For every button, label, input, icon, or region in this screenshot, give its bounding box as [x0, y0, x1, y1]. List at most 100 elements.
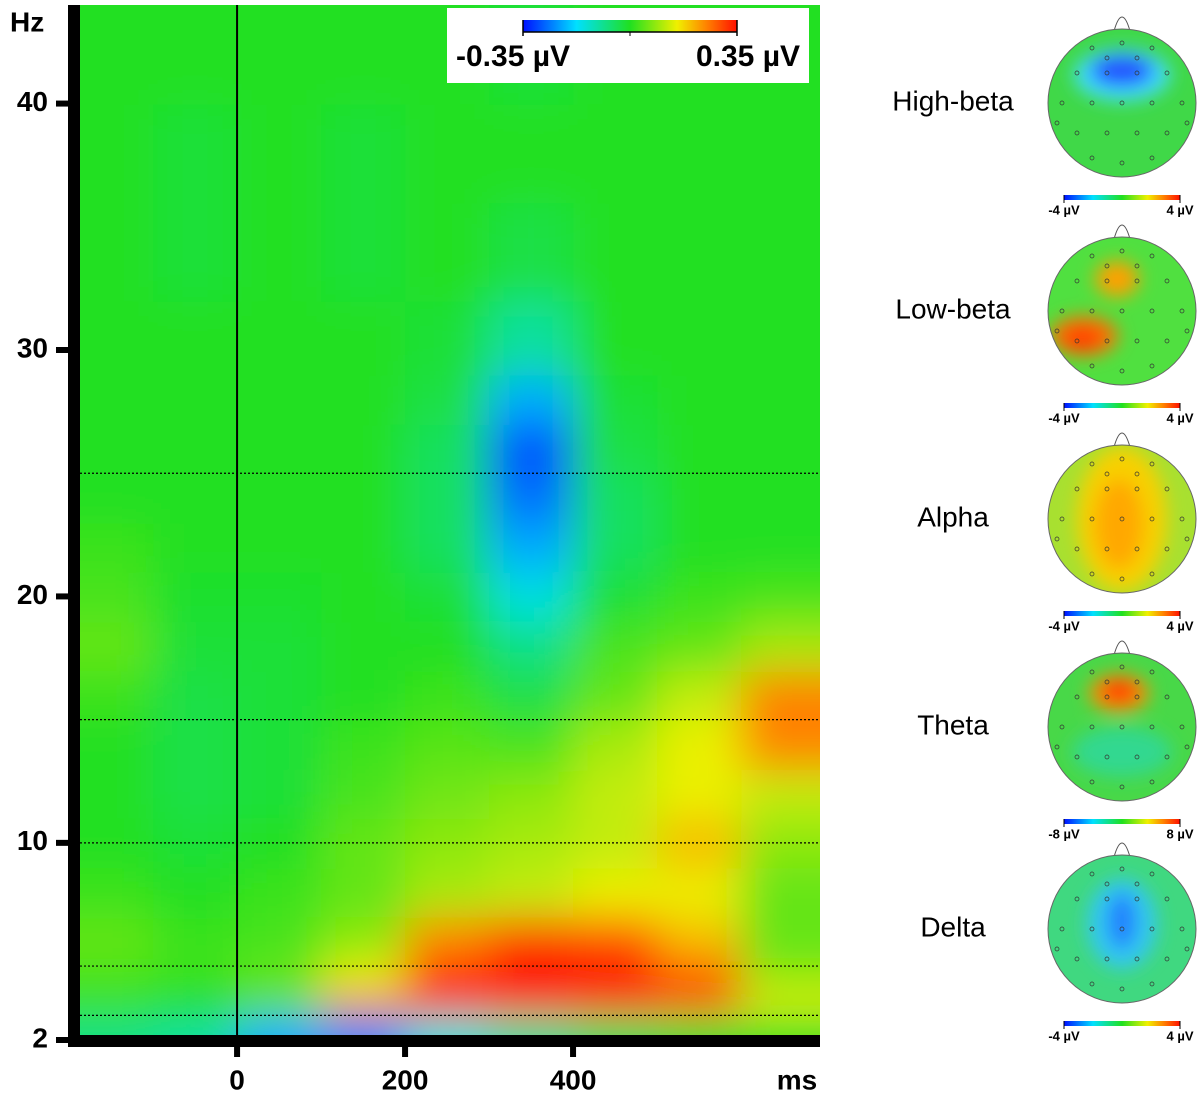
heat-cell [80, 768, 155, 820]
electrode [1164, 694, 1170, 700]
topomap-blob [1095, 479, 1143, 569]
y-tick [56, 347, 70, 353]
electrode [1184, 536, 1190, 542]
topomap-blur [1074, 49, 1170, 101]
heat-cell [405, 990, 491, 1017]
heat-cell [153, 473, 239, 524]
heat-cell [237, 473, 323, 524]
electrode [1149, 363, 1155, 369]
electrode [1104, 546, 1110, 552]
electrode [1119, 308, 1125, 314]
heat-cell [237, 621, 323, 672]
electrode [1054, 536, 1060, 542]
heat-cell [153, 522, 239, 573]
electrode [1119, 456, 1125, 462]
heat-cell [80, 300, 155, 376]
electrode [1134, 70, 1140, 76]
electrode [1059, 926, 1065, 932]
electrode [1104, 278, 1110, 284]
heat-cell [80, 621, 155, 672]
heat-cell [741, 423, 820, 475]
y-tick [56, 100, 70, 107]
band-label: Theta [917, 709, 989, 740]
heat-cell [741, 202, 820, 302]
heat-cell [153, 768, 239, 820]
heat-cell [321, 1015, 407, 1035]
heat-cell [237, 670, 323, 721]
heat-cell [321, 916, 407, 961]
heat-cell [573, 423, 659, 475]
electrode [1104, 486, 1110, 492]
heat-cell [237, 423, 323, 475]
x-axis-label: ms [777, 1064, 817, 1095]
x-tick-label: 200 [382, 1064, 429, 1095]
y-tick-label: 20 [17, 579, 48, 610]
x-tick-label: 0 [229, 1064, 245, 1095]
heat-cell [405, 719, 491, 770]
electrode [1134, 338, 1140, 344]
electrode [1134, 956, 1140, 962]
y-tick-label: 2 [32, 1022, 48, 1053]
heat-cell [405, 571, 491, 623]
heat-cell [489, 818, 575, 869]
nose [1113, 16, 1131, 32]
electrode [1179, 926, 1185, 932]
heat-cell [657, 719, 743, 770]
electrode [1164, 338, 1170, 344]
electrode [1119, 248, 1125, 254]
heat-cell [573, 202, 659, 302]
electrode [1089, 516, 1095, 522]
topomap-colorbar [1064, 195, 1180, 200]
topomap-field [1087, 879, 1157, 969]
electrode [1164, 70, 1170, 76]
electrode [1119, 368, 1125, 374]
heat-cell [657, 1015, 743, 1035]
colorbar-label: 0.35 µV [696, 40, 800, 73]
electrode [1164, 754, 1170, 760]
electrode [1104, 881, 1110, 887]
colorbar [447, 8, 809, 83]
electrode [1164, 278, 1170, 284]
heat-cell [80, 990, 155, 1017]
topomap-colorbar-label: -8 µV [1048, 826, 1080, 841]
heat-cell [237, 5, 323, 105]
electrode [1149, 45, 1155, 51]
heat-cell [153, 621, 239, 672]
topomap: -8 µV 8 µV [1047, 640, 1197, 841]
heat-cell [405, 768, 491, 820]
electrode [1119, 784, 1125, 790]
electrode [1134, 896, 1140, 902]
electrode [1059, 100, 1065, 106]
heat-cell [573, 916, 659, 961]
heat-cell [405, 670, 491, 721]
heat-cell [237, 867, 323, 918]
band-label: Delta [920, 911, 986, 942]
electrode [1074, 486, 1080, 492]
electrode [1104, 70, 1110, 76]
electrode [1104, 471, 1110, 477]
topomap-blob [1064, 329, 1100, 349]
electrode [1089, 871, 1095, 877]
heat-cell [153, 571, 239, 623]
electrode [1089, 45, 1095, 51]
heat-cell [657, 621, 743, 672]
heat-cell [237, 202, 323, 302]
electrode [1119, 664, 1125, 670]
heat-cell [741, 768, 820, 820]
heat-cell [80, 423, 155, 475]
heat-cell [489, 621, 575, 672]
y-tick [56, 593, 70, 600]
heat-cell [80, 103, 155, 204]
heat-cell [237, 103, 323, 204]
heat-cell [321, 423, 407, 475]
electrode [1104, 956, 1110, 962]
heat-cell [489, 103, 575, 204]
heat-cell [573, 768, 659, 820]
heat-cell [573, 522, 659, 573]
topomap-colorbar-label: -4 µV [1048, 410, 1080, 425]
electrode [1104, 679, 1110, 685]
heat-cell [657, 959, 743, 992]
electrode [1059, 308, 1065, 314]
electrode [1089, 724, 1095, 730]
